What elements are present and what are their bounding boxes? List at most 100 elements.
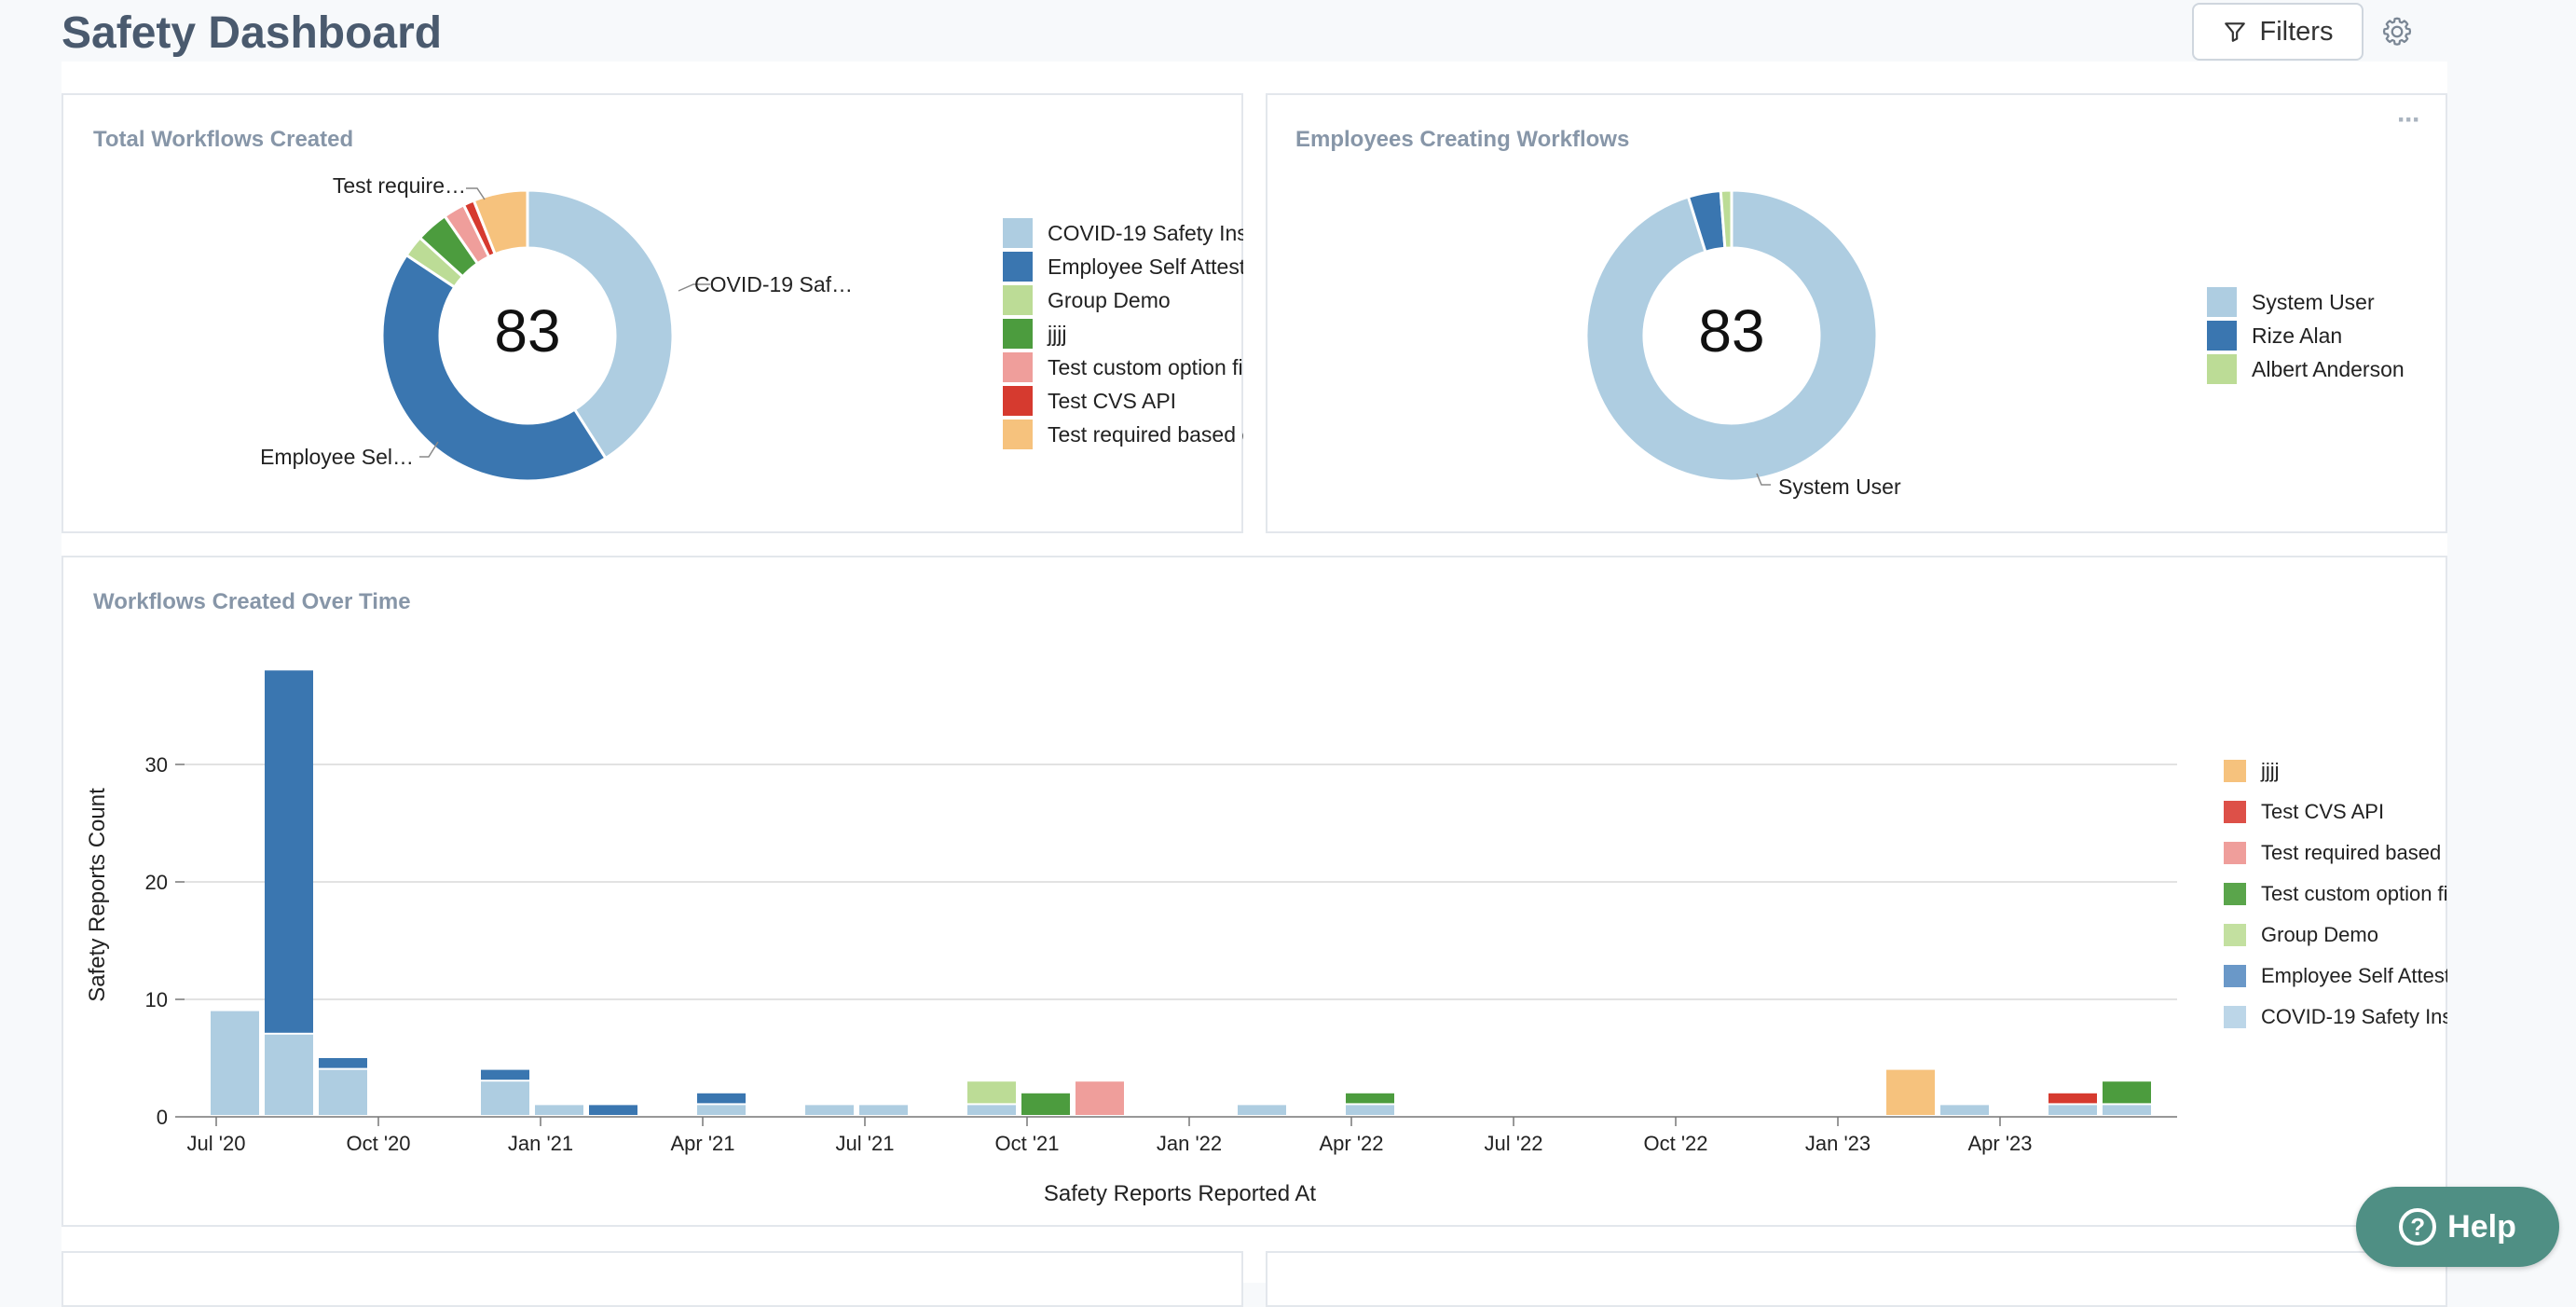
x-tick-label: Apr '21: [670, 1132, 734, 1155]
bar-segment[interactable]: [2103, 1105, 2151, 1115]
bar-grid: [185, 764, 2177, 1000]
legend-item[interactable]: Test custom option fi: [2224, 882, 2447, 906]
legend-item[interactable]: Employee Self Attest: [2224, 964, 2447, 988]
legend-employees: System User Rize Alan Albert Anderson: [2207, 287, 2447, 390]
legend-item[interactable]: jjjj: [1003, 319, 1243, 349]
legend-swatch: [2224, 1006, 2246, 1028]
legend-swatch: [2224, 965, 2246, 987]
bar-segment[interactable]: [211, 1011, 259, 1115]
legend-swatch: [1003, 218, 1033, 248]
panel-menu-icon[interactable]: ···: [2397, 104, 2421, 135]
bar-segment[interactable]: [1076, 1081, 1124, 1115]
slice-label-required: Test require…: [333, 173, 466, 198]
legend-swatch: [1003, 285, 1033, 315]
legend-swatch: [2224, 883, 2246, 905]
y-tick-label: 10: [145, 988, 168, 1011]
bar-segment[interactable]: [2048, 1105, 2097, 1115]
bar-axes: 0 10 20 30 Jul '20 Oct '20 Jan '21 Apr '21 Jul '…: [145, 753, 2177, 1155]
help-label: Help: [2447, 1208, 2516, 1245]
donut-slice-system-user[interactable]: [1584, 188, 1879, 483]
legend-swatch: [2207, 321, 2237, 351]
help-button[interactable]: ? Help: [2356, 1187, 2559, 1267]
filters-button[interactable]: Filters: [2192, 3, 2364, 61]
donut-center-value: 83: [494, 297, 560, 365]
bar-segment[interactable]: [265, 670, 313, 1033]
donut2-slices: [1584, 188, 1879, 483]
legend-item[interactable]: Group Demo: [2224, 923, 2447, 947]
x-tick-label: Oct '22: [1643, 1132, 1707, 1155]
legend-item[interactable]: Test custom option filt: [1003, 352, 1243, 382]
bar-segment[interactable]: [481, 1081, 529, 1115]
legend-item[interactable]: COVID-19 Safety Ins: [2224, 1005, 2447, 1029]
legend-item[interactable]: Albert Anderson: [2207, 354, 2447, 384]
slice-label-covid: COVID-19 Saf…: [694, 272, 853, 296]
legend-item[interactable]: Group Demo: [1003, 285, 1243, 315]
donut-slice-test-required-based-on[interactable]: [472, 188, 529, 256]
bar-segment[interactable]: [319, 1058, 367, 1068]
legend-item[interactable]: Test required based o: [2224, 841, 2447, 865]
legend-swatch: [1003, 319, 1033, 349]
x-tick-label: Jan '21: [508, 1132, 573, 1155]
legend-swatch: [1003, 252, 1033, 282]
legend-swatch: [1003, 386, 1033, 416]
bar-segment[interactable]: [265, 1034, 313, 1115]
y-tick-label: 0: [157, 1106, 168, 1129]
x-tick-label: Apr '23: [1967, 1132, 2032, 1155]
y-axis-title: Safety Reports Count: [85, 788, 110, 1002]
panel-over-time: Workflows Created Over Time 0 10 20 30 Jul '…: [62, 556, 2447, 1227]
filters-label: Filters: [2259, 16, 2334, 47]
slice-label-employee: Employee Sel…: [260, 445, 414, 469]
x-tick-label: Jul '20: [187, 1132, 246, 1155]
bar-segment[interactable]: [697, 1105, 746, 1115]
help-icon: ?: [2399, 1208, 2437, 1245]
bar-segment[interactable]: [535, 1105, 583, 1115]
legend-item[interactable]: Rize Alan: [2207, 321, 2447, 351]
bar-segment[interactable]: [859, 1105, 908, 1115]
bar-segment[interactable]: [2048, 1093, 2097, 1104]
panel-title: Workflows Created Over Time: [93, 589, 411, 614]
donut-chart-employees: 83 System User: [1584, 188, 1901, 499]
slice-label-system-user: System User: [1778, 475, 1901, 499]
bar-segment[interactable]: [1238, 1105, 1286, 1115]
legend-item[interactable]: Test required based o: [1003, 420, 1243, 449]
legend-swatch: [2224, 760, 2246, 782]
legend-over-time: jjjj Test CVS API Test required based o …: [2224, 759, 2447, 1039]
donut-slice-albert-anderson[interactable]: [1719, 188, 1733, 250]
y-tick-label: 20: [145, 871, 168, 894]
legend-swatch: [2207, 287, 2237, 317]
bar-segment[interactable]: [319, 1069, 367, 1115]
bar-segment[interactable]: [2103, 1081, 2151, 1104]
bar-segment[interactable]: [967, 1081, 1016, 1104]
bar-segment[interactable]: [1346, 1093, 1394, 1104]
legend-item[interactable]: COVID-19 Safety Insp: [1003, 218, 1243, 248]
bar-segment[interactable]: [697, 1093, 746, 1104]
x-tick-label: Jul '21: [836, 1132, 895, 1155]
bar-segment[interactable]: [1886, 1069, 1935, 1115]
slice-leader-line: [466, 187, 486, 200]
x-tick-label: Jul '22: [1485, 1132, 1543, 1155]
bar-segment[interactable]: [1021, 1093, 1070, 1115]
bar-segment[interactable]: [967, 1105, 1016, 1115]
bar-segment[interactable]: [1940, 1105, 1989, 1115]
legend-item[interactable]: Employee Self Attesta: [1003, 252, 1243, 282]
legend-item[interactable]: Test CVS API: [2224, 800, 2447, 824]
x-tick-label: Jan '23: [1805, 1132, 1870, 1155]
legend-item[interactable]: System User: [2207, 287, 2447, 317]
x-axis-title: Safety Reports Reported At: [1044, 1181, 1316, 1206]
bar-segment[interactable]: [589, 1105, 637, 1115]
panel-title: Employees Creating Workflows: [1295, 127, 1630, 152]
bar-segment[interactable]: [1346, 1105, 1394, 1115]
legend-item[interactable]: jjjj: [2224, 759, 2447, 783]
bar-segment[interactable]: [805, 1105, 854, 1115]
legend-swatch: [1003, 420, 1033, 449]
legend-item[interactable]: Test CVS API: [1003, 386, 1243, 416]
x-tick-label: Jan '22: [1157, 1132, 1222, 1155]
bar-segment[interactable]: [481, 1069, 529, 1080]
donut-slice-covid-19-safety-inspection[interactable]: [526, 188, 675, 461]
donut-center-value: 83: [1698, 297, 1764, 365]
gear-icon[interactable]: [2380, 15, 2414, 48]
slice-leader-line: [1756, 473, 1771, 486]
legend-swatch: [1003, 352, 1033, 382]
donut-slice-employee-self-attestation[interactable]: [380, 253, 608, 483]
y-tick-label: 30: [145, 753, 168, 777]
